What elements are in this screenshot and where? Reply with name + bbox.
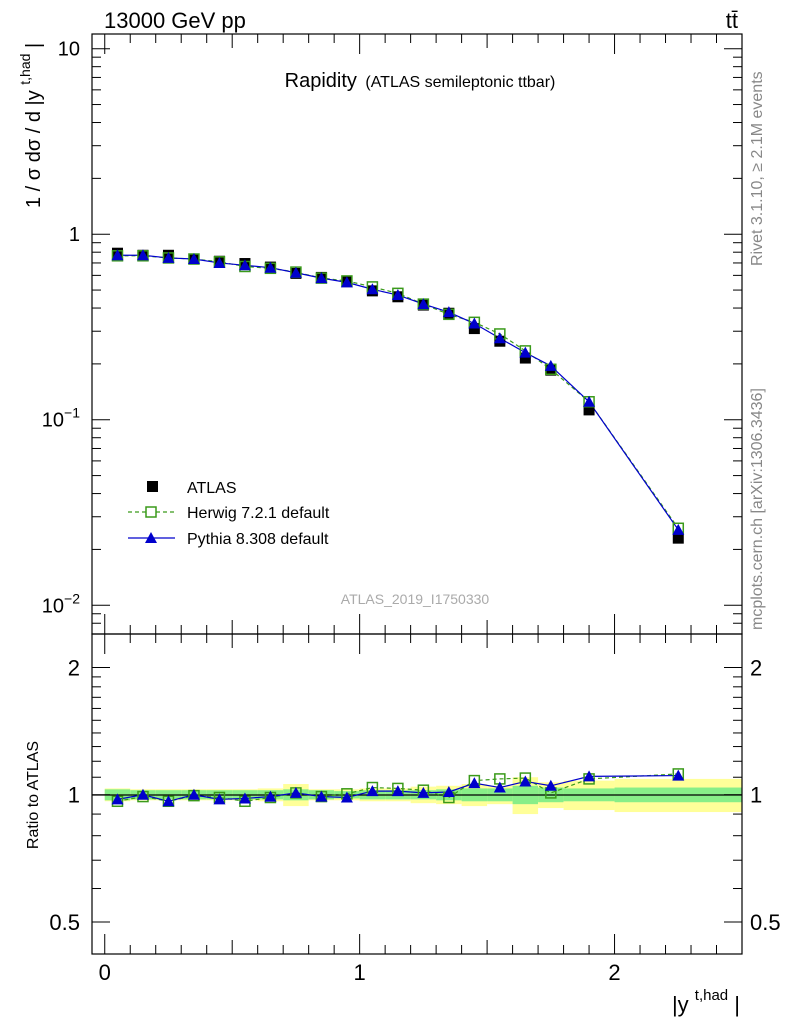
ratio-ytick-label-left: 0.5 <box>49 910 80 935</box>
main-pythia-point <box>442 306 455 318</box>
main-y-axis-label-text: 1 / σ dσ / d |y <box>23 90 45 208</box>
main-pythia-point <box>544 359 557 371</box>
plot-title-group: Rapidity (ATLAS semileptonic ttbar) <box>285 70 556 92</box>
main-atlas-point <box>468 323 480 335</box>
legend-pythia-label: Pythia 8.308 default <box>187 531 329 548</box>
ratio-pythia-point <box>264 790 277 802</box>
main-pythia-point <box>519 346 532 358</box>
ratio-pythia-point <box>391 785 404 797</box>
ratio-ytick-label-right: 1 <box>750 783 762 808</box>
main-atlas-point <box>672 532 684 544</box>
main-atlas-point <box>583 404 595 416</box>
main-pythia-point <box>213 256 226 268</box>
ratio-xtick-label: 2 <box>608 960 620 985</box>
ratio-pythia-point <box>468 777 481 789</box>
ratio-herwig-line <box>117 773 679 802</box>
main-pythia-point <box>468 317 481 329</box>
main-data-marks <box>111 247 685 544</box>
ratio-pythia-point <box>340 791 353 803</box>
main-y-axis-label: 1 / σ dσ / d |y t,had | <box>13 43 45 208</box>
analysis-label: ATLAS_2019_I1750330 <box>341 591 490 607</box>
legend-atlas-label: ATLAS <box>187 480 237 497</box>
process-label: tt̄ <box>726 8 738 33</box>
ratio-pythia-point <box>187 788 200 800</box>
ratio-panel: 2 2 1 1 0.5 0.5 0 1 2 Ratio to ATLAS |y t,had | <box>25 633 781 1017</box>
ratio-xtick-label: 0 <box>99 960 111 985</box>
main-y-axis-label-end: | <box>23 43 45 48</box>
main-pythia-point <box>111 249 124 261</box>
main-ytick-label: 10 <box>58 39 80 61</box>
ratio-ytick-labels: 2 2 1 1 0.5 0.5 <box>49 655 780 935</box>
main-y-axis-label-sup: t,had <box>17 54 33 85</box>
ratio-pythia-point <box>238 792 251 804</box>
main-ytick-label: 1 <box>69 224 80 246</box>
ratio-pythia-point <box>366 785 379 797</box>
ratio-pythia-point <box>315 790 328 802</box>
ratio-frame <box>91 633 743 955</box>
ratio-pythia-point <box>162 795 175 807</box>
main-axis-ticks <box>92 34 742 635</box>
plot-title: Rapidity <box>285 70 357 92</box>
plot-subtitle: (ATLAS semileptonic ttbar) <box>365 74 555 91</box>
ratio-ytick-label-left: 1 <box>68 783 80 808</box>
mcplots-label: mcplots.cern.ch [arXiv:1306.3436] <box>749 388 766 630</box>
main-pythia-point <box>391 289 404 301</box>
main-pythia-point <box>366 283 379 295</box>
ratio-xtick-labels: 0 1 2 <box>99 960 621 985</box>
main-pythia-point <box>187 253 200 265</box>
ratio-xtick-label: 1 <box>354 960 366 985</box>
main-pythia-point <box>162 251 175 263</box>
legend-pythia-marker <box>145 532 157 543</box>
main-pythia-point <box>238 259 251 271</box>
ratio-ytick-label-left: 2 <box>68 655 80 680</box>
x-axis-label-text: |y <box>672 992 689 1017</box>
main-ytick-label: 10−1 <box>42 405 80 432</box>
ratio-pythia-point <box>111 793 124 805</box>
rivet-version-label: Rivet 3.1.10, ≥ 2.1M events <box>749 71 766 266</box>
ratio-pythia-point <box>672 769 685 781</box>
main-pythia-point <box>417 298 430 310</box>
x-axis-label-sup: t,had <box>695 987 728 1004</box>
main-panel: 10 1 10−1 10−2 Rapidity (ATLAS semileptonic… <box>13 33 743 635</box>
ratio-pythia-point <box>493 781 506 793</box>
main-pythia-point <box>136 249 149 261</box>
main-ytick-labels: 10 1 10−1 10−2 <box>42 39 80 618</box>
energy-label: 13000 GeV pp <box>104 8 246 33</box>
main-pythia-point <box>315 272 328 284</box>
legend: ATLAS Herwig 7.2.1 default Pythia 8.308 … <box>128 480 330 548</box>
legend-atlas-marker <box>147 481 158 492</box>
ratio-y-axis-label: Ratio to ATLAS <box>25 741 42 849</box>
ratio-pythia-point <box>519 775 532 787</box>
ratio-pythia-point <box>289 786 302 798</box>
legend-herwig-marker <box>145 506 157 518</box>
main-pythia-point <box>493 332 506 344</box>
main-atlas-point <box>519 352 531 364</box>
ratio-pythia-point <box>136 788 149 800</box>
main-pythia-point <box>340 276 353 288</box>
main-pythia-point <box>289 266 302 278</box>
ratio-ytick-label-right: 2 <box>750 655 762 680</box>
ratio-pythia-point <box>213 793 226 805</box>
main-pythia-point <box>264 261 277 273</box>
legend-herwig-label: Herwig 7.2.1 default <box>187 505 330 522</box>
ratio-pythia-point <box>417 786 430 798</box>
ratio-pythia-point <box>442 785 455 797</box>
x-axis-label: |y t,had | <box>672 980 740 1017</box>
main-pythia-point <box>583 395 596 407</box>
ratio-data-marks <box>111 768 685 808</box>
x-axis-label-end: | <box>734 992 740 1017</box>
main-ytick-label: 10−2 <box>42 590 80 617</box>
ratio-axis-ticks <box>92 634 742 954</box>
ratio-pythia-point <box>583 770 596 782</box>
ratio-ytick-label-right: 0.5 <box>750 910 781 935</box>
ratio-pythia-point <box>544 779 557 791</box>
main-pythia-point <box>672 523 685 535</box>
